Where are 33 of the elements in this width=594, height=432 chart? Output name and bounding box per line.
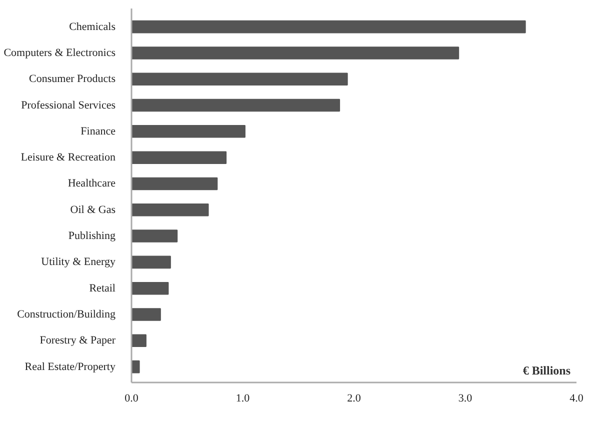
y-tick-label: Consumer Products — [29, 73, 116, 86]
y-tick-label: Leisure & Recreation — [20, 152, 116, 164]
x-tick-label: 2.0 — [347, 392, 362, 404]
bar — [132, 230, 178, 242]
y-tick-label: Utility & Energy — [41, 256, 116, 268]
y-tick-label: Construction/Building — [17, 308, 116, 320]
y-tick-label: Publishing — [68, 230, 116, 242]
y-tick-label: Real Estate/Property — [24, 360, 116, 373]
bar — [132, 98, 340, 112]
bar — [132, 282, 169, 295]
x-tick-label: 4.0 — [570, 392, 584, 404]
bar — [132, 308, 161, 321]
y-tick-label: Professional Services — [21, 99, 116, 112]
bar — [132, 204, 209, 216]
y-tick-label: Forestry & Paper — [40, 334, 116, 347]
bar — [132, 151, 227, 164]
x-tick-label: 1.0 — [236, 392, 250, 404]
y-tick-label: Finance — [80, 125, 116, 138]
y-tick-label: Computers & Electronics — [4, 46, 116, 59]
bar — [132, 46, 460, 60]
x-tick-label: 3.0 — [458, 392, 473, 404]
y-tick-label: Retail — [89, 282, 116, 294]
bar — [132, 256, 171, 269]
y-tick-label: Oil & Gas — [70, 204, 116, 216]
y-tick-label: Chemicals — [69, 20, 116, 33]
x-axis-title: € Billions — [522, 364, 571, 378]
bar — [132, 334, 146, 348]
bar — [132, 20, 526, 34]
bar — [132, 72, 348, 86]
bar — [132, 125, 246, 138]
bar — [132, 177, 218, 190]
x-tick-label: 0.0 — [124, 392, 139, 404]
y-tick-label: Healthcare — [68, 178, 116, 190]
